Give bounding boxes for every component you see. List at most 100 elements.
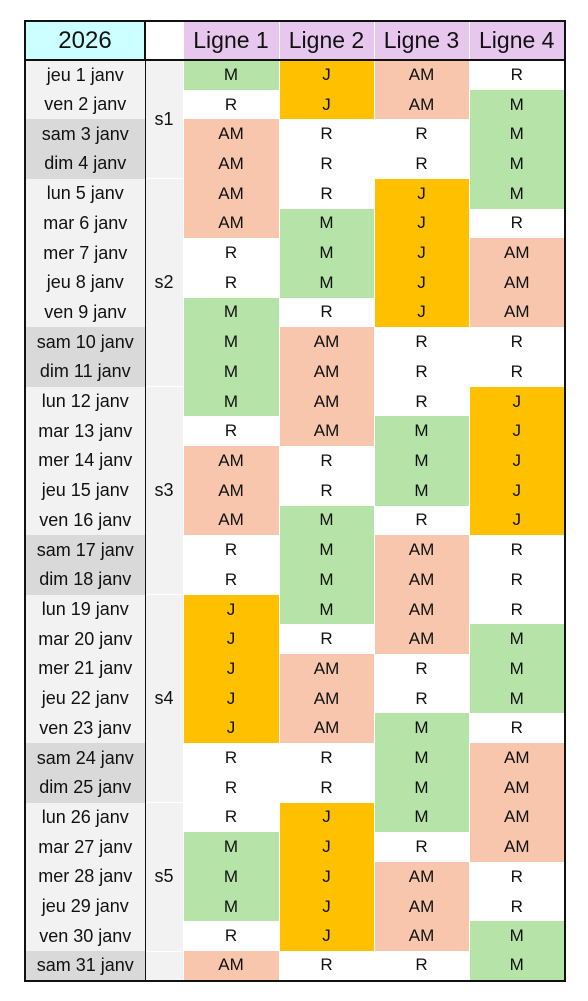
shift-cell: J: [468, 475, 566, 506]
shift-cell: R: [182, 238, 279, 268]
table-row: mar 13 janv R AM M J: [24, 416, 566, 447]
shift-cell: M: [468, 654, 566, 684]
shift-cell: M: [373, 446, 469, 476]
shift-cell: AM: [373, 564, 469, 595]
table-row: dim 4 janv AM R R M: [24, 149, 566, 179]
shift-cell: M: [373, 743, 469, 773]
table-row: dim 18 janv R M AM R: [24, 564, 566, 595]
year-cell: 2026: [24, 20, 146, 61]
shift-cell: M: [468, 89, 566, 120]
header-ligne-2: Ligne 2: [278, 20, 374, 61]
shift-cell: J: [468, 416, 566, 447]
day-label: mer 14 janv: [24, 446, 146, 476]
shift-cell: AM: [373, 60, 469, 90]
day-label: lun 26 janv: [24, 802, 146, 833]
week-label: s4: [145, 594, 184, 803]
shift-cell: AM: [468, 238, 566, 268]
day-label: mar 27 janv: [24, 832, 146, 862]
shift-cell: AM: [182, 446, 279, 476]
shift-cell: R: [182, 772, 279, 803]
shift-cell: R: [373, 505, 469, 536]
shift-cell: R: [182, 89, 279, 120]
shift-cell: R: [278, 743, 374, 773]
table-row: mar 20 janv J R AM M: [24, 624, 566, 655]
shift-cell: R: [182, 564, 279, 595]
shift-cell: R: [182, 921, 279, 952]
shift-cell: M: [278, 238, 374, 268]
week-label: s5: [145, 802, 184, 952]
shift-cell: J: [182, 624, 279, 655]
table-row: sam 10 janv M AM R R: [24, 327, 566, 358]
shift-cell: AM: [468, 802, 566, 833]
shift-cell: J: [468, 505, 566, 536]
table-row: lun 19 janv s4 J M AM R: [24, 594, 566, 803]
shift-cell: R: [373, 951, 469, 982]
shift-cell: R: [373, 832, 469, 862]
day-label: mar 20 janv: [24, 624, 146, 655]
shift-cell: M: [373, 772, 469, 803]
shift-cell: R: [468, 357, 566, 387]
shift-cell: R: [182, 416, 279, 447]
table-row: mer 21 janv J AM R M: [24, 654, 566, 684]
table-row: lun 12 janv s3 M AM R J: [24, 386, 566, 595]
shift-cell: AM: [373, 594, 469, 625]
table-row: ven 9 janv M R J AM: [24, 297, 566, 328]
shift-cell: J: [468, 386, 566, 417]
shift-cell: AM: [182, 505, 279, 536]
shift-cell: R: [278, 951, 374, 982]
shift-cell: J: [278, 802, 374, 833]
shift-cell: M: [373, 475, 469, 506]
shift-cell: M: [468, 921, 566, 952]
shift-cell: AM: [468, 743, 566, 773]
shift-cell: R: [278, 624, 374, 655]
shift-cell: AM: [182, 951, 279, 982]
shift-cell: R: [278, 446, 374, 476]
shift-cell: J: [278, 60, 374, 90]
shift-cell: M: [182, 861, 279, 892]
shift-cell: J: [182, 683, 279, 714]
week-label-empty: [145, 950, 184, 982]
shift-cell: AM: [373, 624, 469, 655]
shift-cell: J: [278, 891, 374, 922]
week-label: s3: [145, 386, 184, 595]
table-row: sam 24 janv R R M AM: [24, 743, 566, 773]
shift-cell: J: [278, 89, 374, 120]
shift-cell: R: [468, 60, 566, 90]
shift-cell: M: [278, 208, 374, 239]
shift-cell: AM: [468, 267, 566, 298]
table-row: mar 27 janv M J R AM: [24, 832, 566, 862]
shift-cell: AM: [182, 475, 279, 506]
shift-cell: R: [468, 891, 566, 922]
shift-cell: R: [468, 713, 566, 744]
shift-cell: J: [182, 594, 279, 625]
day-label: jeu 15 janv: [24, 475, 146, 506]
shift-cell: M: [468, 951, 566, 982]
table-row: sam 31 janv AM R R M: [24, 950, 566, 982]
shift-cell: R: [278, 297, 374, 328]
shift-cell: R: [278, 178, 374, 209]
table-row: mar 6 janv AM M J R: [24, 208, 566, 239]
shift-cell: J: [278, 921, 374, 952]
shift-cell: AM: [182, 178, 279, 209]
shift-cell: M: [278, 564, 374, 595]
day-label: jeu 22 janv: [24, 683, 146, 714]
table-row: mer 7 janv R M J AM: [24, 238, 566, 268]
shift-cell: J: [373, 178, 469, 209]
shift-cell: J: [182, 713, 279, 744]
shift-cell: R: [182, 743, 279, 773]
day-label: dim 25 janv: [24, 772, 146, 803]
day-label: dim 11 janv: [24, 357, 146, 387]
table-row: ven 2 janv R J AM M: [24, 89, 566, 120]
week-header-blank: [145, 20, 183, 61]
table-row: mer 28 janv M J AM R: [24, 861, 566, 892]
shift-cell: R: [468, 594, 566, 625]
shift-cell: M: [182, 327, 279, 358]
shift-cell: AM: [278, 713, 374, 744]
day-label: lun 19 janv: [24, 594, 146, 625]
shift-cell: AM: [373, 921, 469, 952]
shift-cell: J: [278, 832, 374, 862]
shift-cell: AM: [278, 327, 374, 358]
shift-cell: M: [468, 683, 566, 714]
table-row: jeu 15 janv AM R M J: [24, 475, 566, 506]
shift-cell: M: [468, 178, 566, 209]
